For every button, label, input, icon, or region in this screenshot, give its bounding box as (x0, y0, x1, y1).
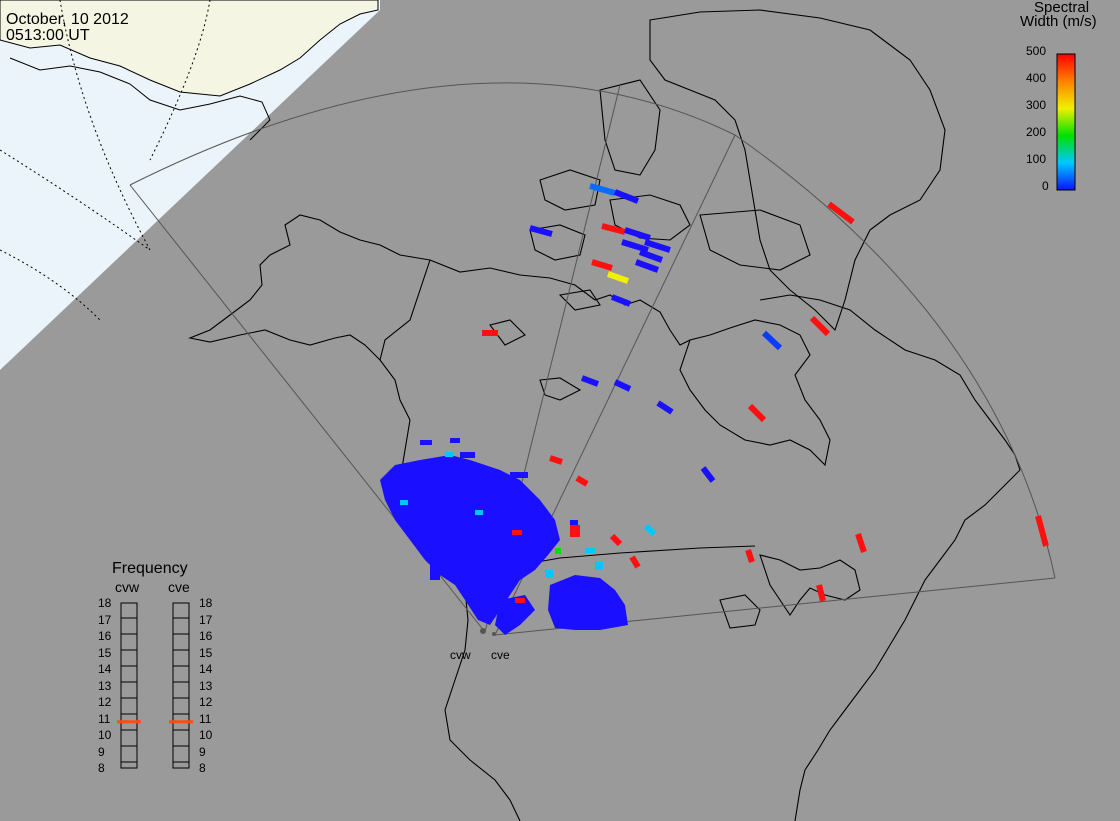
freq-box-cvw (120, 602, 138, 769)
freq-tick-right: 17 (199, 612, 213, 627)
daylit-coast-detail (9, 57, 271, 141)
freq-tick-left: 15 (98, 645, 112, 660)
freq-tick-right: 13 (199, 678, 213, 693)
colorbar-unit: Width (m/s) (1020, 13, 1097, 30)
freq-box-cve (172, 602, 190, 769)
freq-tick-right: 12 (199, 695, 213, 709)
freq-tick-right: 10 (199, 728, 213, 742)
freq-tick-left: 14 (98, 662, 112, 676)
freq-tick-left: 16 (98, 629, 112, 643)
daylit-coast-siberia (0, 0, 379, 97)
freq-tick-left: 8 (98, 761, 105, 775)
freq-tick-right: 15 (199, 645, 213, 660)
freq-tick-right: 11 (199, 711, 212, 726)
freq-tick-left: 12 (98, 695, 112, 709)
frequency-radar-label: cve (168, 579, 190, 595)
colorbar-tick: 500 (1026, 44, 1047, 58)
colorbar-tick: 300 (1026, 98, 1047, 112)
colorbar-tick: 200 (1026, 125, 1047, 139)
freq-tick-right: 14 (199, 662, 213, 676)
date-label: October, 10 2012 (6, 11, 129, 28)
colorbar-title: Spectral (1034, 0, 1090, 16)
radar-site-marker (492, 632, 496, 636)
echo-cluster (380, 438, 628, 635)
freq-tick-left: 11 (98, 711, 111, 726)
colorbar-tick: 0 (1042, 179, 1049, 193)
site-label-cve: cve (491, 648, 510, 662)
freq-tick-left: 10 (98, 728, 112, 742)
freq-tick-left: 9 (98, 744, 105, 759)
echo-scatter (482, 183, 1049, 602)
freq-tick-right: 18 (199, 596, 213, 610)
freq-tick-right: 9 (199, 744, 206, 759)
freq-marker-cve (169, 720, 193, 724)
colorbar (1056, 53, 1076, 191)
freq-tick-right: 16 (199, 629, 213, 643)
freq-tick-left: 13 (98, 678, 112, 693)
frequency-radar-label: cvw (115, 579, 140, 595)
graticule-daylit (0, 0, 211, 321)
colorbar-tick: 400 (1026, 71, 1047, 85)
freq-tick-left: 17 (98, 612, 112, 627)
time-label: 0513:00 UT (6, 27, 90, 44)
frequency-title: Frequency (112, 560, 188, 577)
coastlines (188, 9, 1021, 821)
radar-site-marker (480, 628, 486, 634)
freq-tick-left: 18 (98, 596, 112, 610)
freq-tick-right: 8 (199, 761, 206, 775)
freq-marker-cvw (117, 720, 141, 724)
colorbar-tick: 100 (1026, 152, 1047, 166)
daylit-sea-region (0, 0, 380, 370)
site-label-cvw: cvw (450, 648, 471, 662)
